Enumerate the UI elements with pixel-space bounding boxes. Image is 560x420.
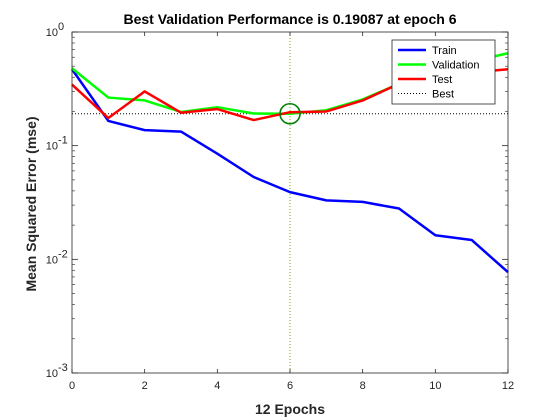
x-tick-label: 4	[214, 380, 220, 392]
legend: Train Validation Test Best	[391, 39, 496, 105]
x-tick-label: 6	[287, 380, 293, 392]
x-tick-label: 10	[429, 380, 441, 392]
y-tick-label: 10	[46, 27, 58, 39]
y-tick-exponent: 0	[58, 21, 64, 33]
legend-label-best: Best	[432, 89, 454, 101]
y-tick-label: 10	[46, 368, 58, 380]
x-tick-label: 8	[360, 380, 366, 392]
y-tick-exponent: -1	[58, 135, 68, 147]
best-marker	[279, 102, 301, 125]
x-axis-ticks: 0 2 4 6 8 10 12	[69, 32, 514, 392]
x-tick-label: 2	[142, 380, 148, 392]
y-axis-label: Mean Squared Error (mse)	[23, 116, 39, 291]
y-tick-exponent: -3	[58, 362, 68, 374]
x-tick-label: 12	[502, 380, 514, 392]
series-line-train	[70, 68, 509, 274]
legend-label-test: Test	[432, 74, 452, 86]
chart-title: Best Validation Performance is 0.19087 a…	[123, 11, 456, 27]
x-tick-label: 0	[69, 380, 75, 392]
y-tick-exponent: -2	[58, 248, 68, 260]
x-axis-label: 12 Epochs	[255, 401, 325, 417]
legend-label-validation: Validation	[432, 60, 480, 72]
legend-label-train: Train	[432, 45, 457, 57]
y-tick-label: 10	[46, 141, 58, 153]
y-tick-label: 10	[46, 254, 58, 266]
y-minor-ticks	[72, 36, 508, 340]
